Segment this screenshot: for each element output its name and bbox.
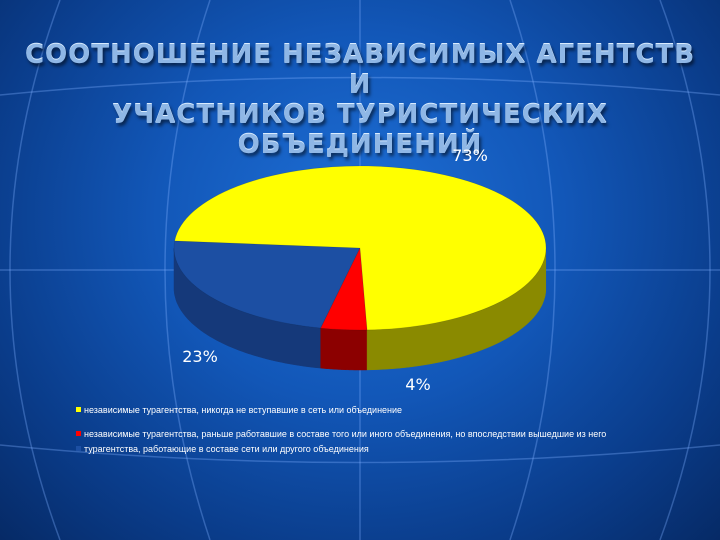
- legend-item-independent-never: независимые турагентства, никогда не вст…: [76, 404, 656, 416]
- pie-slice-side-1: [320, 327, 368, 371]
- slide-title-line-2: УЧАСТНИКОВ ТУРИСТИЧЕСКИХ ОБЪЕДИНЕНИЙ: [112, 100, 608, 160]
- pie-slice-side-0: [366, 251, 547, 371]
- pie-slice-1: [320, 246, 368, 331]
- legend-label: турагентства, работающие в составе сети …: [84, 444, 369, 454]
- chart-legend: независимые турагентства, никогда не вст…: [76, 404, 656, 455]
- legend-item-network-members: турагентства, работающие в составе сети …: [76, 443, 656, 455]
- data-label-2: 23%: [182, 347, 218, 366]
- legend-label: независимые турагентства, раньше работав…: [84, 429, 607, 439]
- pie-slice-2: [173, 240, 361, 329]
- legend-swatch-yellow: [76, 407, 81, 412]
- legend-label: независимые турагентства, никогда не вст…: [84, 405, 403, 415]
- slide-title-line-1: СООТНОШЕНИЕ НЕЗАВИСИМЫХ АГЕНТСТВ И: [24, 40, 696, 100]
- slide-title: СООТНОШЕНИЕ НЕЗАВИСИМЫХ АГЕНТСТВ И УЧАСТ…: [20, 40, 700, 160]
- data-label-0: 73%: [452, 146, 488, 165]
- legend-swatch-red: [76, 431, 81, 436]
- pie-slice-0: [174, 165, 547, 331]
- legend-item-independent-former: независимые турагентства, раньше работав…: [76, 428, 656, 440]
- legend-swatch-blue: [76, 446, 81, 451]
- data-label-1: 4%: [405, 375, 430, 394]
